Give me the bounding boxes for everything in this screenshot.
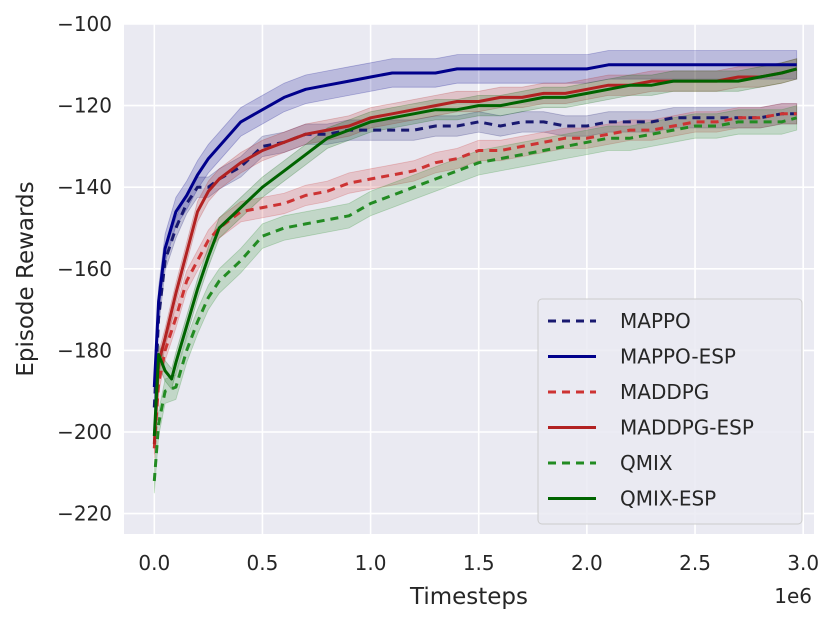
x-axis-offset-label: 1e6 [774,584,812,608]
mappo-esp-line [152,63,797,388]
mappo-band [153,103,798,418]
qmix-band [153,105,798,494]
legend-label-qmix: QMIX [620,451,673,475]
y-tick-label: −180 [57,338,112,362]
legend-label-mappo-esp: MAPPO-ESP [620,345,736,369]
legend-label-qmix-esp: QMIX-ESP [620,487,716,511]
y-tick-label: −100 [57,12,112,36]
y-axis-ticks: −220 −200 −180 −160 −140 −120 −100 [57,12,112,526]
maddpg-line [152,112,797,449]
legend-label-maddpg-esp: MADDPG-ESP [620,416,754,440]
y-tick-label: −220 [57,502,112,526]
y-tick-label: −200 [57,420,112,444]
series-lines [152,63,798,482]
qmix-esp-band [153,58,798,447]
x-tick-label: 3.0 [787,551,819,575]
legend-frame [537,298,803,525]
maddpg-esp-band [153,58,798,455]
x-tick-label: 0.0 [138,551,170,575]
legend-label-maddpg: MADDPG [620,380,709,404]
x-tick-label: 0.5 [247,551,279,575]
legend-label-mappo: MAPPO [620,309,691,333]
x-axis-ticks: 0.0 0.5 1.0 1.5 2.0 2.5 3.0 [138,551,819,575]
x-tick-label: 2.0 [571,551,603,575]
qmix-line [152,116,798,482]
x-tick-label: 1.5 [463,551,495,575]
y-tick-label: −120 [57,94,112,118]
legend: MAPPO MAPPO-ESP MADDPG MADDPG-ESP QMIX QMIX-E… [537,298,803,525]
x-tick-label: 2.5 [679,551,711,575]
x-axis-label: Timesteps [409,584,528,610]
y-tick-label: −160 [57,257,112,281]
mappo-esp-band [153,50,798,402]
qmix-esp-line [152,67,798,437]
y-axis-label: Episode Rewards [13,181,39,376]
mappo-line [152,112,797,408]
y-tick-label: −140 [57,175,112,199]
x-tick-label: 1.0 [355,551,387,575]
